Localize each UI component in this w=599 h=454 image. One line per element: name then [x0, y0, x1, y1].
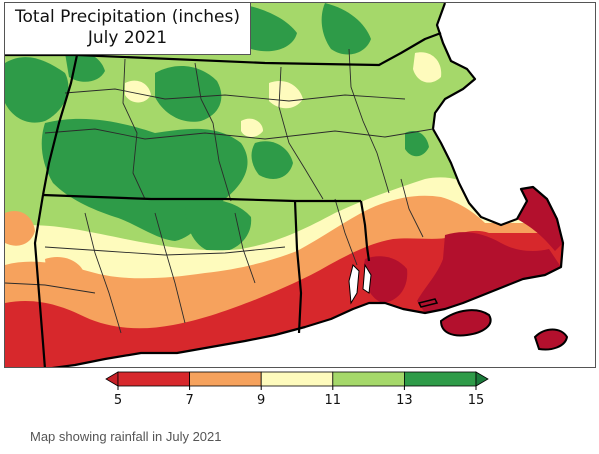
legend-bin-0: [117, 371, 190, 387]
marthas-vineyard: [439, 309, 492, 337]
county-lines: [5, 48, 434, 334]
title-line-2: July 2021: [87, 28, 168, 48]
legend-tick-label-1: 7: [185, 393, 193, 408]
legend-tick-label-0: 5: [114, 393, 122, 408]
legend-tick-label-3: 11: [325, 393, 342, 408]
ny-border: [33, 194, 46, 367]
coastline: [51, 3, 565, 367]
islands: [417, 298, 569, 351]
map-title: Total Precipitation (inches) July 2021: [5, 3, 251, 55]
state-borders: [5, 31, 442, 367]
legend-tick-label-4: 13: [396, 393, 413, 408]
nantucket: [533, 328, 569, 351]
legend-bin-2: [260, 371, 334, 387]
ct-ri-border: [293, 200, 303, 334]
legend-bin-3: [332, 371, 405, 387]
elizabeth-islands: [417, 298, 439, 308]
caption: Map showing rainfall in July 2021: [30, 429, 222, 444]
vt-nh-border: [41, 54, 79, 196]
south-ma-border: [42, 193, 361, 203]
legend-arrow-high: [475, 371, 489, 387]
legend-arrow-low: [105, 371, 119, 387]
legend-bin-1: [189, 371, 262, 387]
title-line-1: Total Precipitation (inches): [15, 7, 240, 27]
precipitation-map: Total Precipitation (inches) July 2021: [4, 2, 596, 368]
north-ma-border: [5, 31, 442, 67]
color-legend: 5 7 9 11 13 15: [105, 371, 489, 408]
legend-bin-4: [403, 371, 477, 387]
zone-9-11-north: [125, 52, 442, 137]
narragansett-bay: [348, 263, 372, 305]
map-canvas: [5, 3, 595, 367]
ri-ma-border: [359, 200, 371, 262]
legend-tick-label-5: 15: [468, 393, 485, 408]
legend-tick-label-2: 9: [257, 393, 265, 408]
zone-below-5: [363, 187, 563, 313]
zone-7-9-west: [5, 211, 85, 285]
